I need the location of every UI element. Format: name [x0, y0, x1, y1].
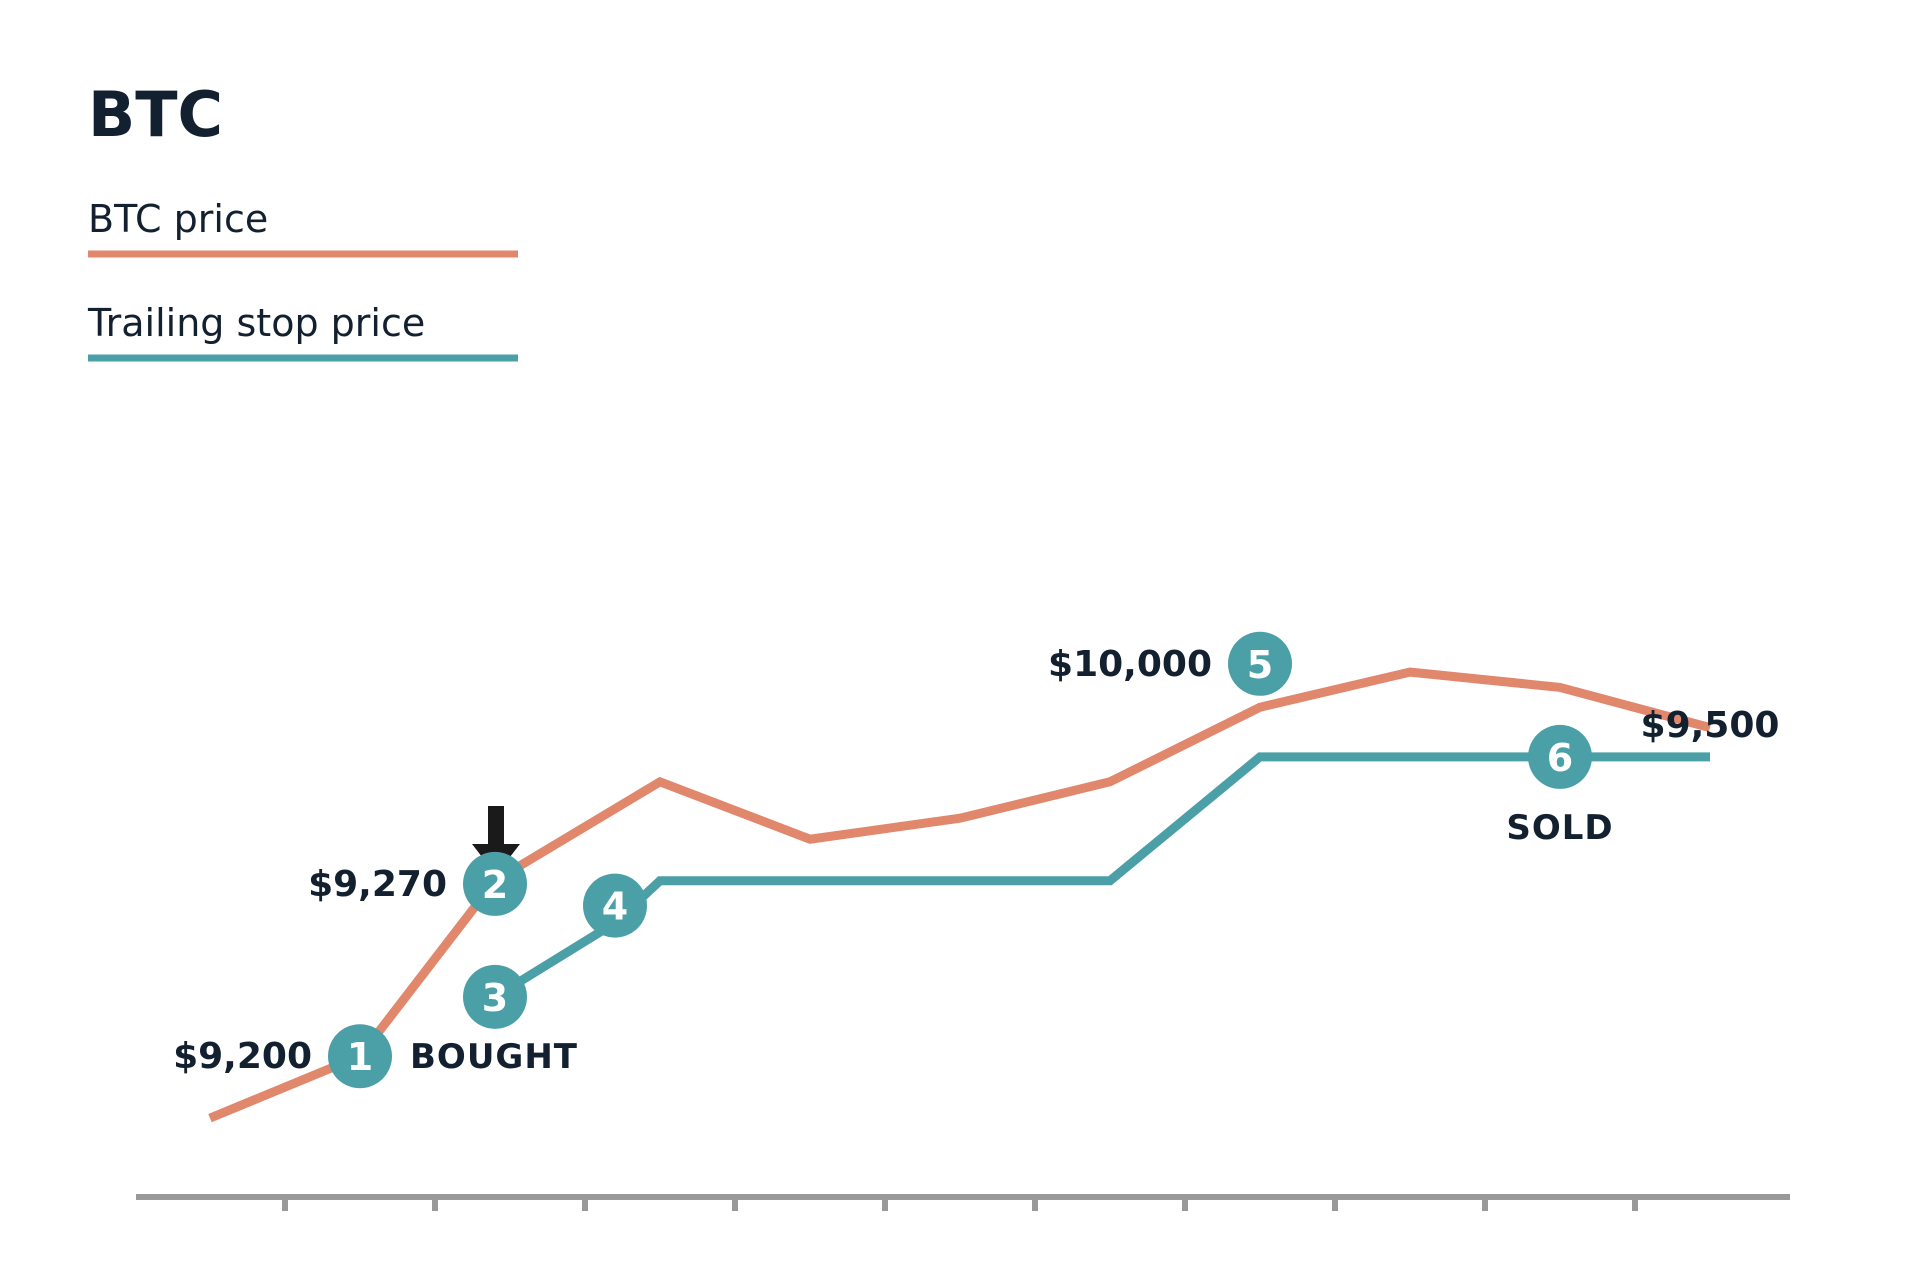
marker-4: [583, 873, 647, 938]
marker-3: [463, 964, 527, 1029]
marker-number: 4: [602, 885, 628, 929]
price-label: $9,270: [308, 864, 447, 905]
marker-6: [1528, 724, 1592, 789]
x-axis: [136, 1194, 1790, 1211]
marker-number: 6: [1547, 736, 1573, 780]
marker-1: [328, 1024, 392, 1089]
legend: BTC price Trailing stop price: [87, 197, 518, 362]
marker-2: [463, 851, 527, 916]
chart-title: BTC: [88, 78, 223, 151]
legend-label-trailing-stop-price: Trailing stop price: [87, 301, 425, 345]
marker-number: 2: [482, 863, 508, 907]
btc-price-line: [208, 667, 1712, 1123]
price-label: $9,500: [1641, 705, 1780, 746]
marker-number: 3: [482, 976, 508, 1020]
price-label: $10,000: [1048, 644, 1212, 685]
price-label: $9,200: [173, 1036, 312, 1077]
marker-number: 5: [1247, 643, 1273, 687]
legend-label-btc-price: BTC price: [88, 197, 268, 241]
event-markers: 1 $9,200 BOUGHT 2 $9,270 3 4 5 $10,000 6 $9,500 SOL…: [173, 631, 1780, 1089]
event-label: SOLD: [1506, 808, 1613, 848]
marker-5: [1228, 631, 1292, 696]
marker-number: 1: [347, 1035, 373, 1079]
event-label: BOUGHT: [410, 1037, 578, 1077]
